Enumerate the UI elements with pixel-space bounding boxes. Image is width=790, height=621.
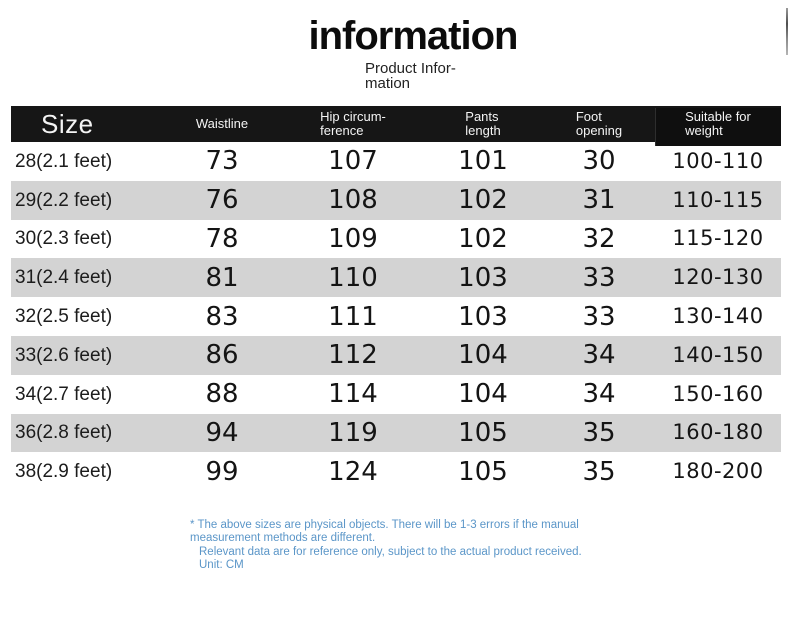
pants-length-cell: 103 (458, 301, 508, 332)
pants-length-cell: 102 (458, 223, 508, 254)
table-row: 28(2.1 feet) 73 107 101 30 100-110 (11, 142, 781, 181)
column-header-label: Suitable for weight (685, 109, 751, 138)
hip-cell: 112 (328, 340, 378, 371)
table-row: 29(2.2 feet) 76 108 102 31 110-115 (11, 180, 781, 220)
weight-cell: 180-200 (672, 459, 764, 484)
hip-cell: 111 (328, 301, 378, 332)
pants-length-cell: 105 (458, 456, 508, 487)
foot-opening-cell: 35 (582, 456, 616, 487)
note-line: Relevant data are for reference only, su… (199, 545, 582, 558)
weight-cell: 120-130 (672, 265, 764, 290)
size-cell: 38(2.9 feet) (15, 461, 113, 483)
waistline-cell: 99 (205, 456, 239, 487)
weight-cell: 110-115 (672, 187, 764, 212)
hip-cell: 124 (328, 456, 378, 487)
size-cell: 30(2.3 feet) (15, 228, 113, 250)
column-header-label: Pants length (465, 109, 501, 138)
table-header-row: Size Waistline Hip circum- ference Pants… (11, 106, 781, 146)
table-row: 32(2.5 feet) 83 111 103 33 130-140 (11, 297, 781, 336)
table-row: 33(2.6 feet) 86 112 104 34 140-150 (11, 335, 781, 375)
column-header-label: Waistline (195, 116, 249, 131)
column-header-label: Foot opening (575, 109, 623, 138)
column-header-suitable-weight: Suitable for weight (655, 106, 781, 146)
weight-cell: 115-120 (672, 226, 764, 251)
hip-cell: 107 (328, 146, 378, 177)
column-header-label: Hip circum- ference (320, 109, 386, 138)
waistline-cell: 78 (205, 223, 239, 254)
size-cell: 29(2.2 feet) (15, 189, 113, 211)
waistline-cell: 73 (205, 146, 239, 177)
hip-cell: 109 (328, 223, 378, 254)
waistline-cell: 86 (205, 340, 239, 371)
table-row: 34(2.7 feet) 88 114 104 34 150-160 (11, 375, 781, 414)
pants-length-cell: 104 (458, 340, 508, 371)
right-edge-artifact (786, 8, 788, 55)
size-cell: 32(2.5 feet) (15, 306, 113, 328)
waistline-cell: 76 (205, 185, 239, 216)
pants-length-cell: 103 (458, 262, 508, 293)
waistline-cell: 94 (205, 417, 239, 448)
column-header-label: Size (41, 109, 94, 139)
table-row: 38(2.9 feet) 99 124 105 35 180-200 (11, 452, 781, 491)
size-cell: 36(2.8 feet) (15, 422, 113, 444)
measurement-notes: * The above sizes are physical objects. … (190, 519, 590, 572)
table-body: 28(2.1 feet) 73 107 101 30 100-110 29(2.… (11, 142, 781, 491)
weight-cell: 160-180 (672, 420, 764, 445)
foot-opening-cell: 33 (582, 262, 616, 293)
foot-opening-cell: 32 (582, 223, 616, 254)
size-chart-table: Size Waistline Hip circum- ference Pants… (11, 106, 781, 491)
waistline-cell: 88 (205, 379, 239, 410)
pants-length-cell: 105 (458, 417, 508, 448)
foot-opening-cell: 31 (582, 185, 616, 216)
weight-cell: 150-160 (672, 381, 764, 406)
foot-opening-cell: 33 (582, 301, 616, 332)
column-header-size: Size (11, 106, 161, 142)
waistline-cell: 81 (205, 262, 239, 293)
weight-cell: 100-110 (672, 148, 764, 173)
pants-length-cell: 104 (458, 379, 508, 410)
table-row: 36(2.8 feet) 94 119 105 35 160-180 (11, 413, 781, 453)
column-header-foot-opening: Foot opening (543, 106, 655, 142)
foot-opening-cell: 34 (582, 379, 616, 410)
page-subtitle: Product Infor- mation (365, 60, 456, 92)
weight-cell: 140-150 (672, 342, 764, 367)
foot-opening-cell: 30 (582, 146, 616, 177)
column-header-hip-circumference: Hip circum- ference (283, 106, 423, 142)
weight-cell: 130-140 (672, 304, 764, 329)
note-line: * The above sizes are physical objects. … (190, 519, 579, 531)
waistline-cell: 83 (205, 301, 239, 332)
hip-cell: 119 (328, 417, 378, 448)
table-row: 31(2.4 feet) 81 110 103 33 120-130 (11, 258, 781, 298)
page-title: information (308, 14, 519, 58)
hip-cell: 114 (328, 379, 378, 410)
hip-cell: 108 (328, 185, 378, 216)
hip-cell: 110 (328, 262, 378, 293)
size-cell: 31(2.4 feet) (15, 267, 113, 289)
note-line-unit: Unit: CM (199, 558, 244, 571)
size-cell: 33(2.6 feet) (15, 344, 113, 366)
column-header-waistline: Waistline (161, 106, 283, 142)
note-line: measurement methods are different. (190, 532, 376, 545)
foot-opening-cell: 34 (582, 340, 616, 371)
table-row: 30(2.3 feet) 78 109 102 32 115-120 (11, 220, 781, 259)
size-cell: 34(2.7 feet) (15, 383, 113, 405)
pants-length-cell: 102 (458, 185, 508, 216)
foot-opening-cell: 35 (582, 417, 616, 448)
size-cell: 28(2.1 feet) (15, 150, 113, 172)
column-header-pants-length: Pants length (423, 106, 543, 142)
pants-length-cell: 101 (458, 146, 508, 177)
